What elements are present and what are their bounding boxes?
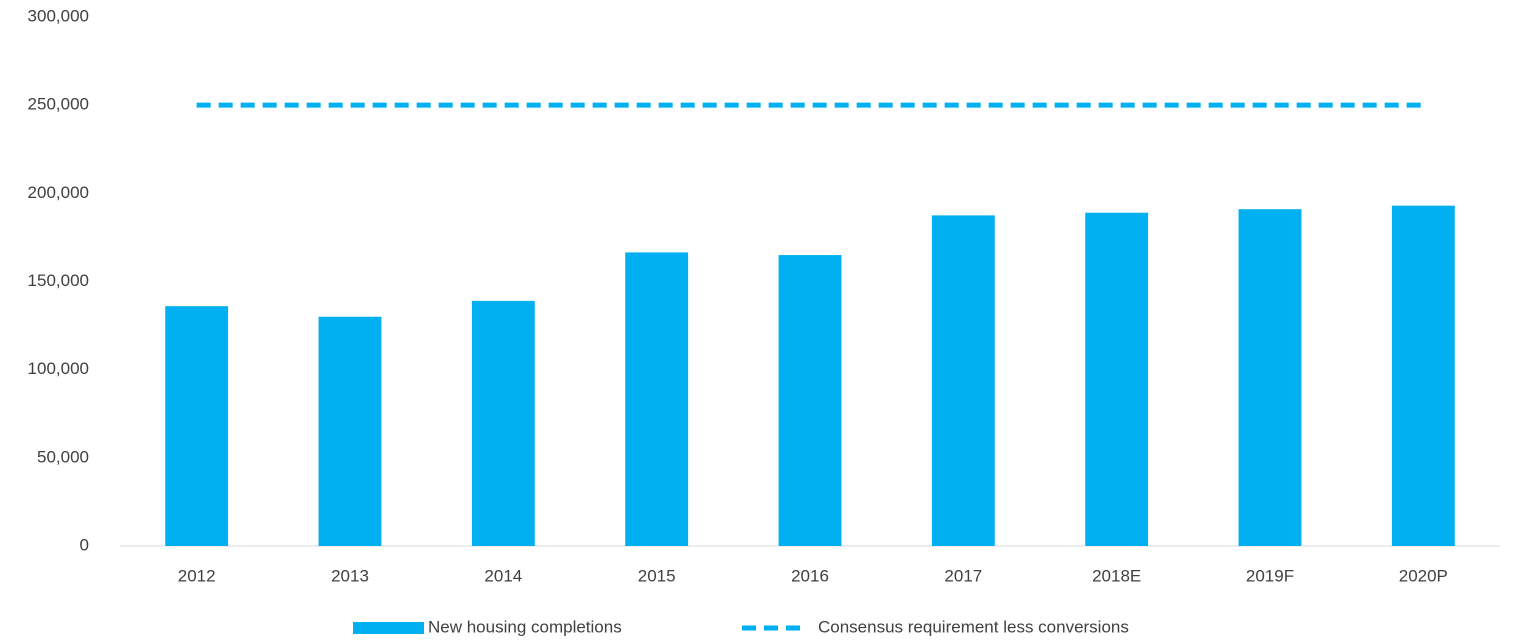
y-tick-label: 50,000: [37, 447, 89, 466]
bar: [1085, 212, 1149, 547]
x-tick-label: 2012: [178, 566, 216, 585]
x-tick-label: 2017: [944, 566, 982, 585]
y-tick-label: 300,000: [28, 6, 89, 25]
legend-label: Consensus requirement less conversions: [818, 617, 1129, 636]
bar: [471, 300, 535, 546]
x-tick-label: 2020P: [1399, 566, 1448, 585]
x-tick-label: 2013: [331, 566, 369, 585]
legend-swatch: [353, 622, 424, 634]
y-tick-label: 250,000: [28, 95, 89, 114]
y-tick-label: 100,000: [28, 359, 89, 378]
y-tick-label: 0: [80, 535, 89, 554]
bar: [625, 252, 689, 546]
bar: [778, 255, 842, 547]
x-tick-label: 2018E: [1092, 566, 1141, 585]
x-tick-label: 2014: [484, 566, 522, 585]
bar: [165, 306, 229, 546]
y-tick-label: 200,000: [28, 183, 89, 202]
bar: [931, 215, 995, 546]
y-tick-label: 150,000: [28, 271, 89, 290]
bar: [1391, 205, 1455, 546]
x-tick-label: 2015: [638, 566, 676, 585]
x-tick-label: 2016: [791, 566, 829, 585]
x-tick-label: 2019F: [1246, 566, 1294, 585]
bar: [1238, 209, 1302, 546]
bar: [318, 316, 382, 546]
legend-label: New housing completions: [428, 617, 622, 636]
